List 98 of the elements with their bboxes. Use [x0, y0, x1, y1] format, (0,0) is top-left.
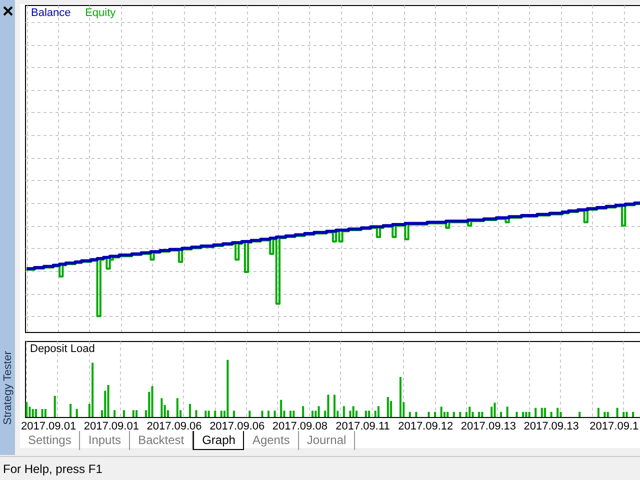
text: Graph: [193, 431, 244, 450]
bar: [280, 400, 282, 417]
text: Journal: [298, 431, 356, 450]
bar: [92, 362, 94, 417]
bar: [132, 410, 134, 417]
bar: [107, 385, 110, 417]
bar: [208, 410, 210, 417]
bar: [560, 412, 562, 417]
bar: [44, 409, 46, 417]
bar: [214, 410, 216, 417]
bar: [176, 398, 178, 417]
x-tick-label: 2017.09.13: [524, 420, 579, 432]
bar: [390, 401, 392, 417]
bar: [188, 404, 191, 417]
bar: [604, 412, 606, 417]
bar: [606, 412, 609, 417]
bar: [114, 410, 116, 417]
text: Equity: [85, 7, 116, 19]
bar: [500, 412, 502, 417]
bar: [522, 412, 524, 417]
text: Agents: [244, 431, 299, 450]
bar: [352, 406, 354, 417]
bar: [342, 406, 345, 417]
bar: [452, 412, 455, 417]
bar: [364, 410, 367, 417]
bar: [54, 396, 56, 417]
bar: [415, 412, 418, 417]
bar: [516, 412, 518, 417]
bar: [478, 412, 480, 417]
bar: [226, 360, 229, 417]
bar: [597, 408, 600, 417]
bar: [76, 409, 78, 417]
text: Backtest: [130, 431, 194, 450]
x-tick-label: 2017.09.13: [460, 420, 516, 432]
bar: [481, 412, 484, 417]
bar: [440, 406, 442, 417]
text: Strategy Tester: [2, 350, 14, 427]
bar: [540, 408, 543, 417]
bar: [70, 404, 72, 417]
bar: [122, 410, 125, 417]
bar: [494, 402, 496, 417]
x-tick-label: 2017.09.06: [146, 420, 202, 432]
bar: [468, 406, 471, 417]
bar: [434, 412, 436, 417]
bar: [544, 408, 546, 417]
bar: [368, 410, 370, 417]
bar: [26, 402, 28, 417]
bar: [136, 410, 138, 417]
bar: [386, 397, 389, 417]
bar: [459, 412, 462, 417]
bar: [334, 394, 336, 417]
text: For Help, press F1: [0, 456, 640, 480]
bar: [261, 410, 264, 417]
bar: [528, 412, 530, 417]
bar: [204, 410, 207, 417]
bar: [160, 398, 163, 417]
bar: [446, 412, 449, 417]
bar: [290, 410, 292, 417]
bar: [578, 412, 581, 417]
bar: [550, 412, 552, 417]
bar: [377, 406, 380, 417]
bar: [248, 410, 251, 417]
bar: [195, 410, 198, 417]
x-tick-label: 2017.09.1: [590, 420, 639, 432]
bar: [534, 408, 537, 417]
bar: [318, 406, 320, 417]
chart-title: Deposit Load: [30, 343, 95, 355]
bar: [302, 406, 304, 417]
bar: [556, 408, 559, 417]
bar: [151, 386, 154, 417]
x-tick-label: 2017.09.01: [21, 420, 76, 432]
bar: [490, 406, 493, 417]
bar: [525, 412, 528, 417]
bar: [428, 412, 430, 417]
x-tick-label: 2017.09.08: [272, 420, 328, 432]
x-tick-label: 2017.09.11: [336, 420, 390, 432]
bar: [622, 412, 625, 417]
bar: [312, 410, 314, 417]
bar: [232, 410, 235, 417]
x-tick-label: 2017.09.06: [210, 420, 265, 432]
x-tick-label: 2017.09.12: [398, 420, 454, 432]
bar: [220, 410, 222, 417]
bar: [616, 408, 618, 417]
text: Inputs: [80, 431, 130, 450]
bar: [506, 406, 508, 417]
bar: [408, 412, 411, 417]
bar: [327, 394, 330, 417]
bar: [268, 410, 270, 417]
bar: [626, 412, 628, 417]
bar: [399, 377, 402, 417]
bar: [274, 410, 276, 417]
text: Balance: [31, 7, 71, 19]
bar: [292, 410, 295, 417]
bar: [632, 412, 634, 417]
x-tick-label: 2017.09.01: [84, 420, 139, 432]
text: Settings: [20, 431, 80, 450]
bar: [34, 409, 37, 417]
bar: [41, 409, 44, 417]
